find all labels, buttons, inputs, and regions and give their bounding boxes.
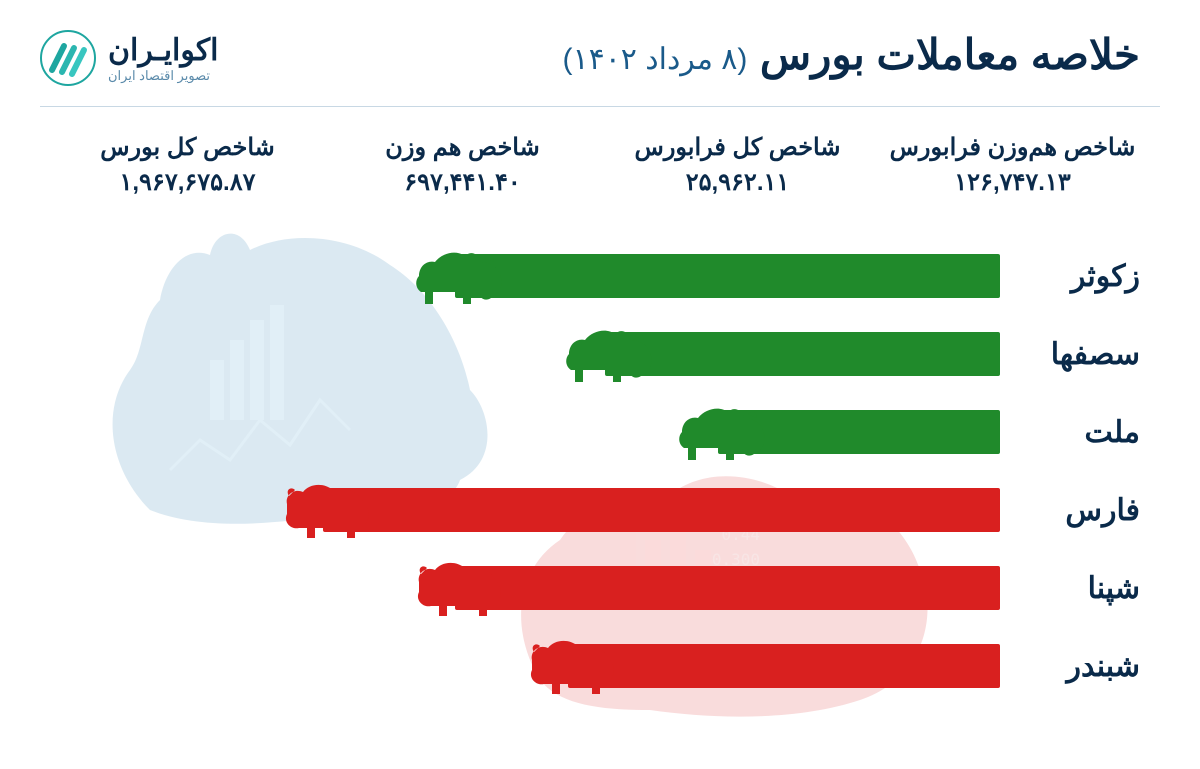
stat-label: شاخص کل بورس	[60, 133, 315, 162]
bull-icon	[563, 322, 653, 386]
brand-name: اکوایـران	[108, 33, 219, 68]
bar-track	[60, 488, 1000, 532]
stat-value: ۲۵,۹۶۲.۱۱	[610, 168, 865, 197]
bar-track	[60, 644, 1000, 688]
stat-label: شاخص کل فرابورس	[610, 133, 865, 162]
bull-icon	[413, 244, 503, 308]
stock-row: شپنا	[60, 549, 1140, 627]
stock-label: شبندر	[1020, 649, 1140, 684]
stock-row: شبندر	[60, 627, 1140, 705]
brand-logo: اکوایـران تصویر اقتصاد ایران	[40, 30, 219, 86]
bear-icon	[526, 634, 616, 698]
stock-row: زکوثر	[60, 237, 1140, 315]
bull-icon	[676, 400, 766, 464]
stock-label: فارس	[1020, 493, 1140, 528]
report-date: (۸ مرداد ۱۴۰۲)	[562, 43, 747, 76]
loss-bar	[323, 488, 1000, 532]
stat-label: شاخص هم وزن	[335, 133, 590, 162]
brand-icon	[40, 30, 96, 86]
stock-row: فارس	[60, 471, 1140, 549]
stock-bars: زکوثر سصفها ملت فارس شپنا شبندر	[0, 207, 1200, 705]
stat-label: شاخص هم‌وزن فرابورس	[885, 133, 1140, 162]
stock-label: سصفها	[1020, 337, 1140, 372]
loss-bar	[568, 644, 1000, 688]
brand-tagline: تصویر اقتصاد ایران	[108, 68, 219, 84]
title-block: خلاصه معاملات بورس (۸ مرداد ۱۴۰۲)	[562, 30, 1140, 79]
stock-label: زکوثر	[1020, 259, 1140, 294]
stock-row: ملت	[60, 393, 1140, 471]
bear-icon	[281, 478, 371, 542]
index-stats: شاخص کل بورس ۱,۹۶۷,۶۷۵.۸۷ شاخص هم وزن ۶۹…	[0, 107, 1200, 207]
loss-bar	[455, 566, 1000, 610]
page-title: خلاصه معاملات بورس	[760, 31, 1140, 78]
stat-value: ۱۲۶,۷۴۷.۱۳	[885, 168, 1140, 197]
stat-equal-weight: شاخص هم وزن ۶۹۷,۴۴۱.۴۰	[335, 133, 590, 197]
stat-value: ۱,۹۶۷,۶۷۵.۸۷	[60, 168, 315, 197]
stat-total-index: شاخص کل بورس ۱,۹۶۷,۶۷۵.۸۷	[60, 133, 315, 197]
stat-farabourse-equal: شاخص هم‌وزن فرابورس ۱۲۶,۷۴۷.۱۳	[885, 133, 1140, 197]
stat-value: ۶۹۷,۴۴۱.۴۰	[335, 168, 590, 197]
stock-row: سصفها	[60, 315, 1140, 393]
bar-track	[60, 410, 1000, 454]
gain-bar	[455, 254, 1000, 298]
bar-track	[60, 332, 1000, 376]
bear-icon	[413, 556, 503, 620]
bar-track	[60, 566, 1000, 610]
header: خلاصه معاملات بورس (۸ مرداد ۱۴۰۲) اکوایـ…	[0, 0, 1200, 106]
stock-label: شپنا	[1020, 571, 1140, 606]
stat-farabourse: شاخص کل فرابورس ۲۵,۹۶۲.۱۱	[610, 133, 865, 197]
bar-track	[60, 254, 1000, 298]
stock-label: ملت	[1020, 415, 1140, 450]
gain-bar	[605, 332, 1000, 376]
